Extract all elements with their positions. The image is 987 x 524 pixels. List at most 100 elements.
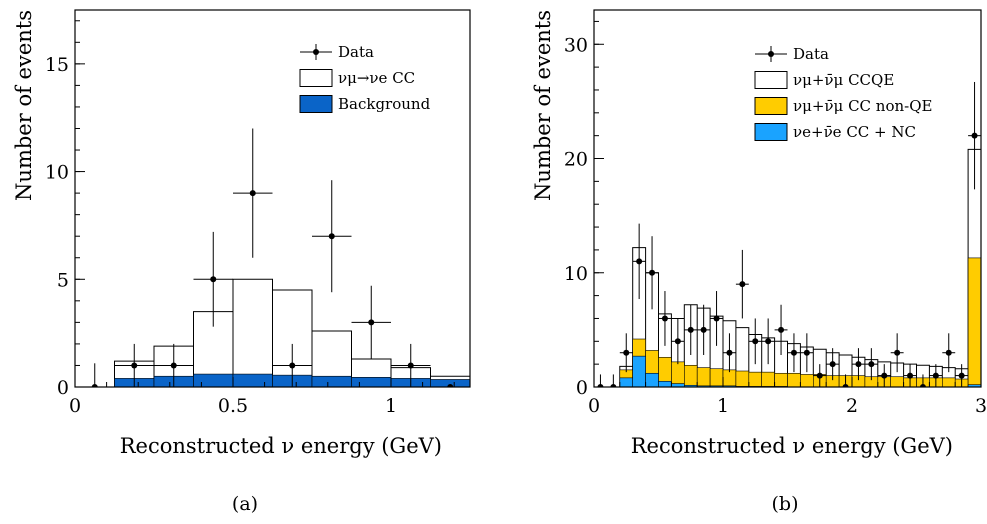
x-axis-title: Reconstructed ν energy (GeV): [631, 434, 953, 458]
data-point: [803, 349, 810, 356]
panel-caption: (a): [232, 493, 258, 515]
data-point: [945, 349, 952, 356]
legend-label: νμ+ν̄μ CC non-QE: [793, 97, 932, 115]
hist-bar-series1: [632, 355, 646, 387]
hist-bar-series0: [890, 376, 904, 387]
plot-area: [75, 128, 470, 387]
data-point: [700, 326, 707, 333]
data-point: [636, 258, 643, 265]
hist-bar-series0: [351, 377, 392, 387]
legend-label: Data: [793, 45, 829, 63]
data-point: [170, 362, 177, 369]
x-tick-label: 0: [588, 395, 600, 417]
y-tick-label: 10: [564, 263, 588, 285]
hist-bar-series0: [311, 375, 352, 387]
hist-bar-series0: [800, 374, 814, 387]
hist-bar-series0: [748, 371, 762, 387]
y-tick-label: 0: [576, 377, 588, 399]
y-tick-label: 20: [564, 149, 588, 171]
data-point: [829, 361, 836, 368]
data-point: [610, 384, 617, 387]
data-point: [752, 338, 759, 345]
data-point: [778, 326, 785, 333]
data-point: [210, 276, 217, 283]
data-point: [739, 281, 746, 288]
legend-label: νμ→νe CC: [338, 69, 415, 87]
hist-bar-series0: [774, 372, 788, 387]
legend-swatch: [754, 123, 788, 141]
data-point: [713, 315, 720, 322]
hist-bar-series0: [761, 371, 775, 387]
data-point: [447, 384, 454, 387]
hist-bar-series0: [671, 361, 685, 387]
x-axis-title: Reconstructed ν energy (GeV): [120, 434, 442, 458]
data-point: [868, 361, 875, 368]
data-point: [328, 233, 335, 240]
data-point: [842, 384, 849, 387]
legend-marker-dot: [768, 51, 774, 57]
data-point: [816, 372, 823, 379]
hist-bar-series0: [735, 370, 750, 387]
legend-label: νμ+ν̄μ CCQE: [793, 71, 894, 89]
hist-bar-series0: [967, 257, 981, 387]
data-point: [765, 338, 772, 345]
plot-frame: [74, 9, 471, 388]
data-point: [674, 338, 681, 345]
data-point: [971, 132, 978, 139]
legend-swatch: [299, 95, 333, 113]
data-point: [790, 349, 797, 356]
hist-bar-series0: [709, 368, 724, 387]
hist-bar-series0: [193, 373, 234, 387]
hist-bar-series0: [787, 372, 801, 387]
hist-bar-series1: [645, 372, 659, 387]
data-point: [623, 349, 630, 356]
x-tick-label: 2: [846, 395, 858, 417]
hist-bar-series0: [696, 367, 711, 387]
data-point: [407, 362, 414, 369]
data-point: [661, 315, 668, 322]
data-point: [687, 326, 694, 333]
y-tick-label: 15: [45, 54, 69, 76]
data-point: [289, 362, 296, 369]
y-tick-label: 0: [57, 377, 69, 399]
histogram-signal-outline: [619, 148, 981, 387]
y-tick-label: 5: [57, 269, 69, 291]
data-point: [249, 190, 256, 197]
legend-swatch: [754, 71, 788, 89]
data-point: [91, 384, 98, 387]
plot-frame: [593, 9, 982, 388]
data-point: [368, 319, 375, 326]
data-point: [881, 372, 888, 379]
hist-bar-series0: [941, 377, 956, 387]
data-point: [907, 372, 914, 379]
y-tick-label: 10: [45, 162, 69, 184]
data-point: [919, 384, 926, 387]
data-point: [958, 372, 965, 379]
y-axis-title: Number of events: [531, 10, 555, 201]
legend-marker-dot: [313, 49, 319, 55]
data-point: [597, 384, 604, 387]
data-point: [131, 362, 138, 369]
data-point: [894, 349, 901, 356]
legend-swatch: [299, 69, 333, 87]
x-tick-label: 3: [975, 395, 987, 417]
x-tick-label: 0: [69, 395, 81, 417]
hist-bar-series0: [232, 373, 273, 387]
hist-bar-series1: [658, 380, 672, 387]
legend-label: νe+ν̄e CC + NC: [793, 123, 916, 141]
data-point: [855, 361, 862, 368]
legend-label: Data: [338, 43, 374, 61]
x-tick-label: 0.5: [218, 395, 248, 417]
y-axis-title: Number of events: [12, 10, 36, 201]
x-tick-label: 1: [385, 395, 397, 417]
hist-bar-series1: [619, 377, 633, 387]
x-tick-label: 1: [717, 395, 729, 417]
hist-bar-series0: [683, 364, 698, 387]
data-point: [932, 372, 939, 379]
hist-bar-series0: [722, 369, 737, 387]
legend-swatch: [754, 97, 788, 115]
y-tick-label: 30: [564, 34, 588, 56]
